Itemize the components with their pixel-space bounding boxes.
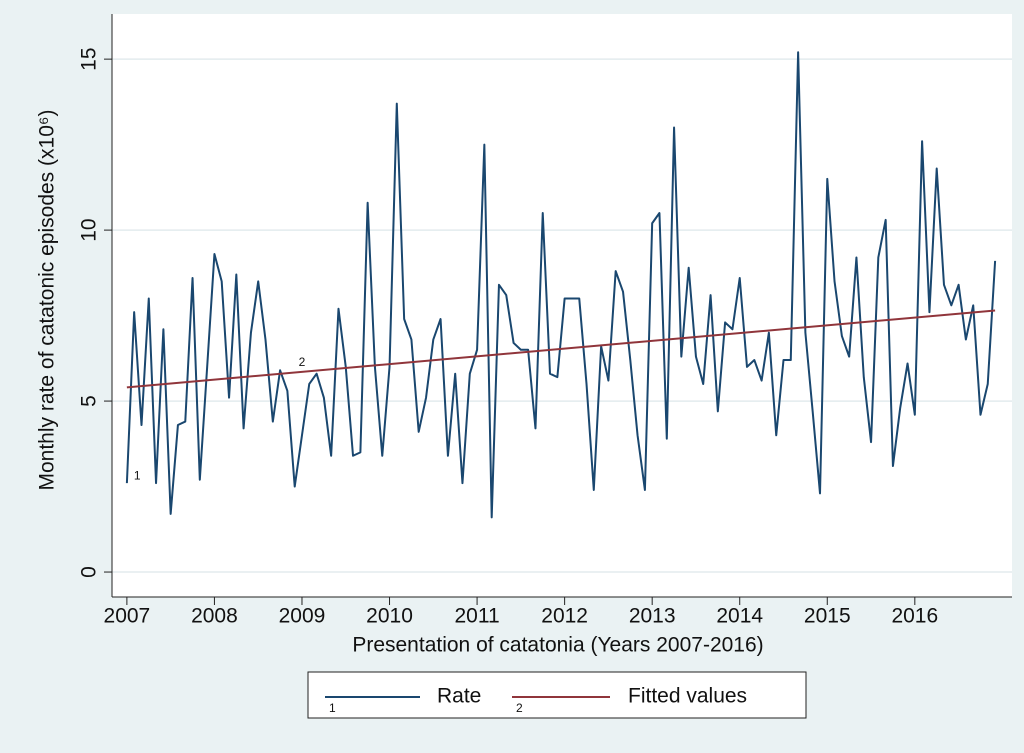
series-marker-label: 1 xyxy=(134,468,141,482)
x-tick-label: 2016 xyxy=(891,605,938,628)
x-tick-label: 2014 xyxy=(716,605,763,628)
data-line xyxy=(126,309,996,389)
x-tick-label: 2015 xyxy=(804,605,851,628)
legend-box xyxy=(307,671,807,719)
legend-label: Fitted values xyxy=(628,685,747,708)
x-tick-label: 2011 xyxy=(454,605,499,628)
legend-label: Rate xyxy=(437,685,481,708)
x-tick-label: 2013 xyxy=(629,605,676,628)
y-tick-label: 15 xyxy=(78,47,101,70)
x-tick-label: 2007 xyxy=(104,605,151,628)
series-marker-label: 2 xyxy=(299,355,306,369)
x-tick-label: 2012 xyxy=(541,605,588,628)
x-tick-label: 2009 xyxy=(279,605,326,628)
data-line xyxy=(125,51,997,519)
x-tick-label: 2010 xyxy=(366,605,413,628)
x-tick-label: 2008 xyxy=(191,605,238,628)
legend-marker-label: 2 xyxy=(516,701,523,715)
y-tick-label: 0 xyxy=(78,566,101,578)
x-axis-title: Presentation of catatonia (Years 2007-20… xyxy=(352,634,763,657)
legend-marker-label: 1 xyxy=(329,701,336,715)
y-tick-label: 10 xyxy=(78,218,101,241)
y-tick-label: 5 xyxy=(78,395,101,407)
y-axis-title: Monthly rate of catatonic episodes (x10⁶… xyxy=(36,109,59,490)
